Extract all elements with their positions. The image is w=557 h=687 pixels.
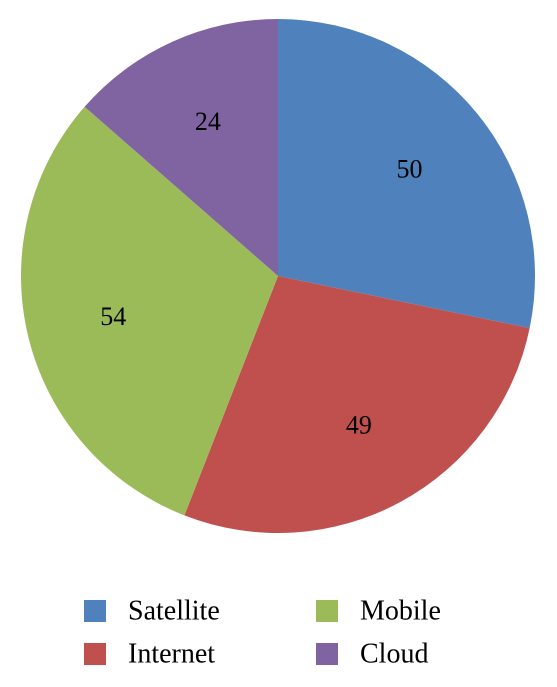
data-label-satellite: 50 (397, 154, 423, 183)
legend-swatch-mobile (316, 600, 338, 622)
data-label-internet: 49 (346, 411, 372, 440)
legend-label-mobile: Mobile (360, 596, 441, 627)
pie-slice-internet (184, 276, 530, 533)
pie-slices (20, 19, 535, 533)
data-label-mobile: 54 (100, 302, 126, 331)
legend-label-satellite: Satellite (128, 596, 220, 627)
pie-slice-labels: 50 49 54 24 (100, 107, 422, 440)
legend-swatch-internet (84, 643, 106, 665)
pie-slice-cloud (84, 19, 278, 276)
pie-slice-satellite (278, 19, 535, 329)
legend-swatch-satellite (84, 600, 106, 622)
pie-slice-mobile (20, 106, 279, 516)
legend-label-internet: Internet (128, 639, 215, 670)
legend-swatch-cloud (316, 643, 338, 665)
legend: Satellite Mobile Internet Cloud (84, 596, 441, 670)
legend-label-cloud: Cloud (360, 639, 428, 670)
data-label-cloud: 24 (195, 107, 221, 136)
